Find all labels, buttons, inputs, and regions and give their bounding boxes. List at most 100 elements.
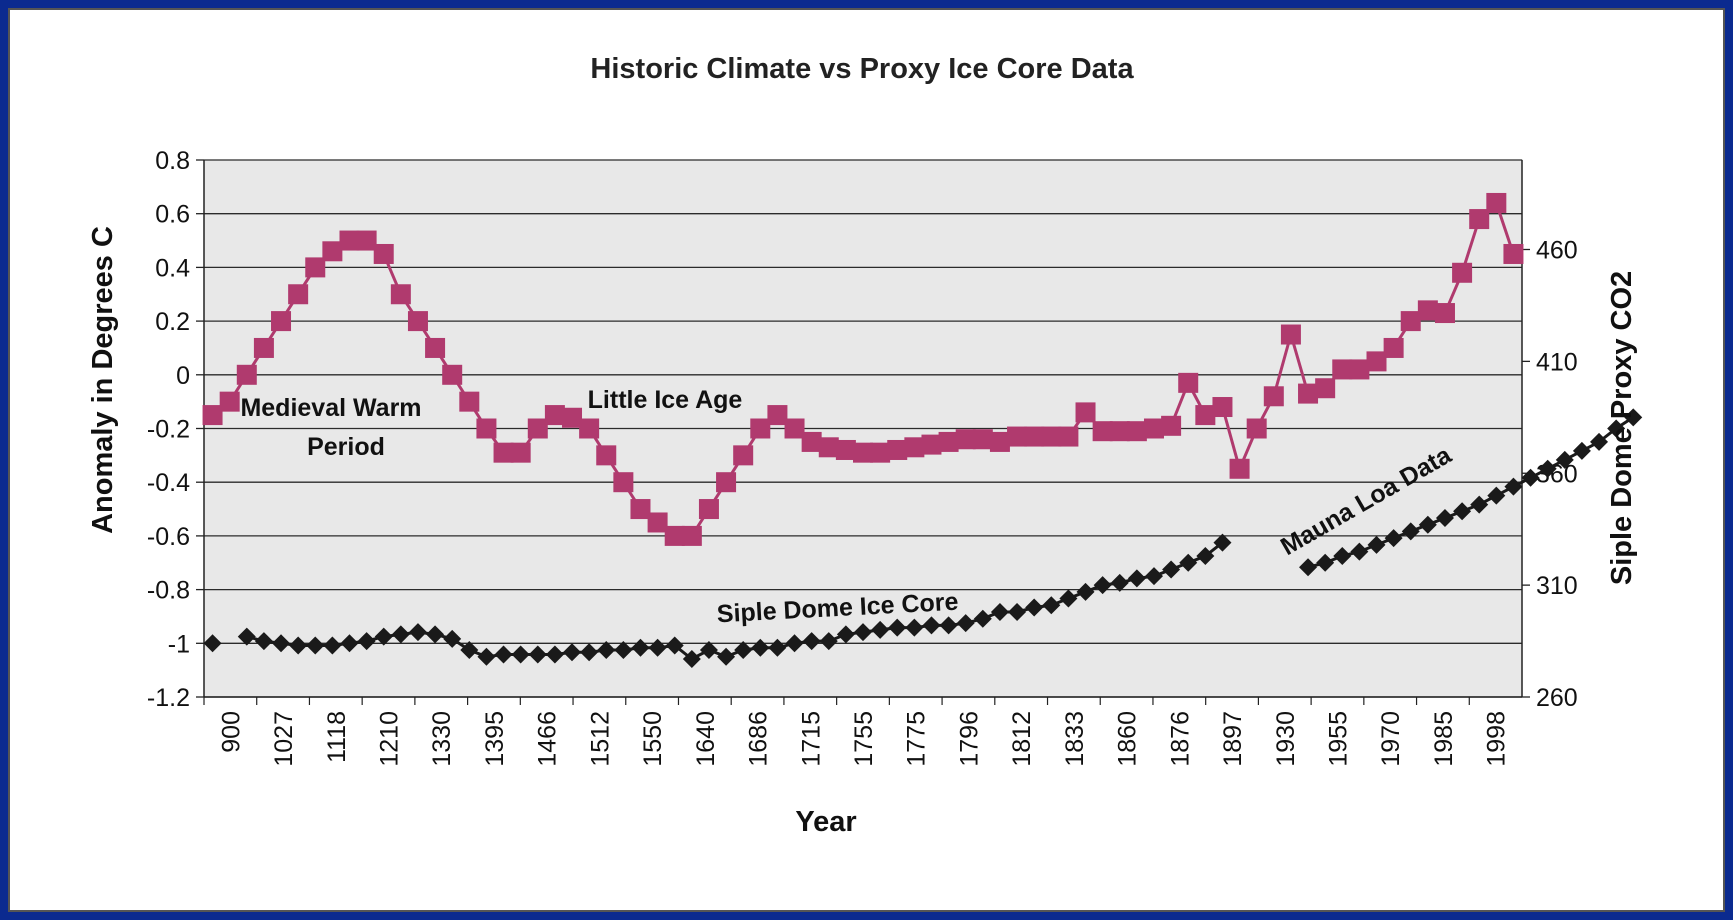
data-point <box>1469 209 1490 230</box>
data-point <box>373 243 394 264</box>
data-point <box>647 512 668 533</box>
data-point <box>1316 553 1335 572</box>
data-point <box>1178 372 1199 393</box>
data-point <box>1007 426 1028 447</box>
data-point <box>1366 351 1387 372</box>
x-tick-label: 1466 <box>534 711 562 767</box>
data-point <box>1435 509 1454 527</box>
data-point <box>631 638 650 657</box>
data-point <box>1487 486 1506 505</box>
data-point <box>854 623 872 642</box>
data-point <box>408 623 427 642</box>
y-tick-label: -0.4 <box>147 469 190 497</box>
data-point <box>1333 547 1352 566</box>
series-line <box>246 541 1224 661</box>
data-point <box>203 634 222 653</box>
data-point <box>870 442 891 463</box>
data-point <box>1213 533 1232 552</box>
data-point <box>1624 408 1643 427</box>
data-point <box>459 391 480 412</box>
x-tick-label: 1640 <box>692 711 720 767</box>
data-point <box>339 230 360 251</box>
data-point <box>1042 596 1061 615</box>
x-tick-label: 1118 <box>323 711 351 763</box>
data-point <box>1126 421 1147 442</box>
data-point <box>289 636 308 655</box>
data-point <box>1212 397 1233 418</box>
series-2 <box>1299 408 1643 577</box>
data-point <box>989 431 1010 452</box>
data-point <box>938 431 959 452</box>
data-point <box>819 632 838 651</box>
data-point <box>1504 477 1523 496</box>
data-point <box>955 429 976 450</box>
data-point <box>580 643 599 662</box>
data-point <box>1470 495 1489 514</box>
data-point <box>442 364 463 385</box>
data-point <box>544 405 565 426</box>
y-axis-title: Anomaly in Degrees C <box>87 226 119 534</box>
data-point <box>1332 359 1353 380</box>
y2-tick-label: 310 <box>1536 572 1578 600</box>
data-point <box>1127 569 1146 588</box>
y2-tick-label: 410 <box>1536 348 1578 376</box>
data-point <box>888 618 907 637</box>
data-point <box>1401 522 1420 541</box>
data-point <box>374 627 393 646</box>
x-tick-label: 900 <box>217 711 245 753</box>
data-point <box>1607 419 1626 438</box>
data-point <box>272 634 291 653</box>
data-point <box>357 632 376 651</box>
x-tick-label: 1833 <box>1061 711 1089 767</box>
data-point <box>734 641 753 660</box>
data-point <box>1162 560 1181 579</box>
series-0 <box>202 192 1524 546</box>
data-point <box>648 638 667 657</box>
x-tick-label: 1796 <box>955 711 983 767</box>
data-point <box>426 625 445 644</box>
y-tick-label: -1 <box>168 630 190 658</box>
data-point <box>271 311 292 332</box>
data-point <box>1538 459 1557 478</box>
data-point <box>1298 383 1319 404</box>
series-1 <box>203 533 1232 668</box>
data-point <box>681 525 702 546</box>
data-point <box>1299 558 1318 577</box>
data-point <box>1418 515 1437 534</box>
data-point <box>698 499 719 520</box>
data-point <box>784 418 805 439</box>
y2-tick-label: 260 <box>1536 684 1578 712</box>
data-point <box>1143 418 1164 439</box>
data-point <box>768 638 787 657</box>
data-point <box>596 445 617 466</box>
data-point <box>835 439 856 460</box>
data-point <box>904 437 925 458</box>
data-point <box>407 311 428 332</box>
data-point <box>1093 576 1112 595</box>
data-point <box>871 620 890 639</box>
y-tick-label: 0.6 <box>155 201 190 229</box>
x-axis-title: Year <box>795 806 856 838</box>
data-point <box>1349 359 1370 380</box>
data-point <box>306 636 325 655</box>
data-point <box>1144 567 1163 586</box>
x-tick-label: 1686 <box>745 711 773 767</box>
data-point <box>1246 418 1267 439</box>
data-point <box>1076 582 1095 601</box>
data-point <box>1503 243 1524 264</box>
data-point <box>1383 337 1404 358</box>
data-point <box>1521 468 1540 487</box>
data-point <box>682 649 701 668</box>
x-tick-label: 1550 <box>639 711 667 767</box>
x-tick-label: 1715 <box>797 711 825 767</box>
data-point <box>1452 262 1473 283</box>
x-tick-label: 1812 <box>1008 711 1036 767</box>
y-tick-label: 0.2 <box>155 308 190 336</box>
data-point <box>1280 324 1301 345</box>
y2-tick-label: 460 <box>1536 237 1578 265</box>
data-point <box>767 405 788 426</box>
data-point <box>563 643 582 662</box>
data-point <box>510 442 531 463</box>
data-point <box>579 418 600 439</box>
data-point <box>1179 553 1198 572</box>
